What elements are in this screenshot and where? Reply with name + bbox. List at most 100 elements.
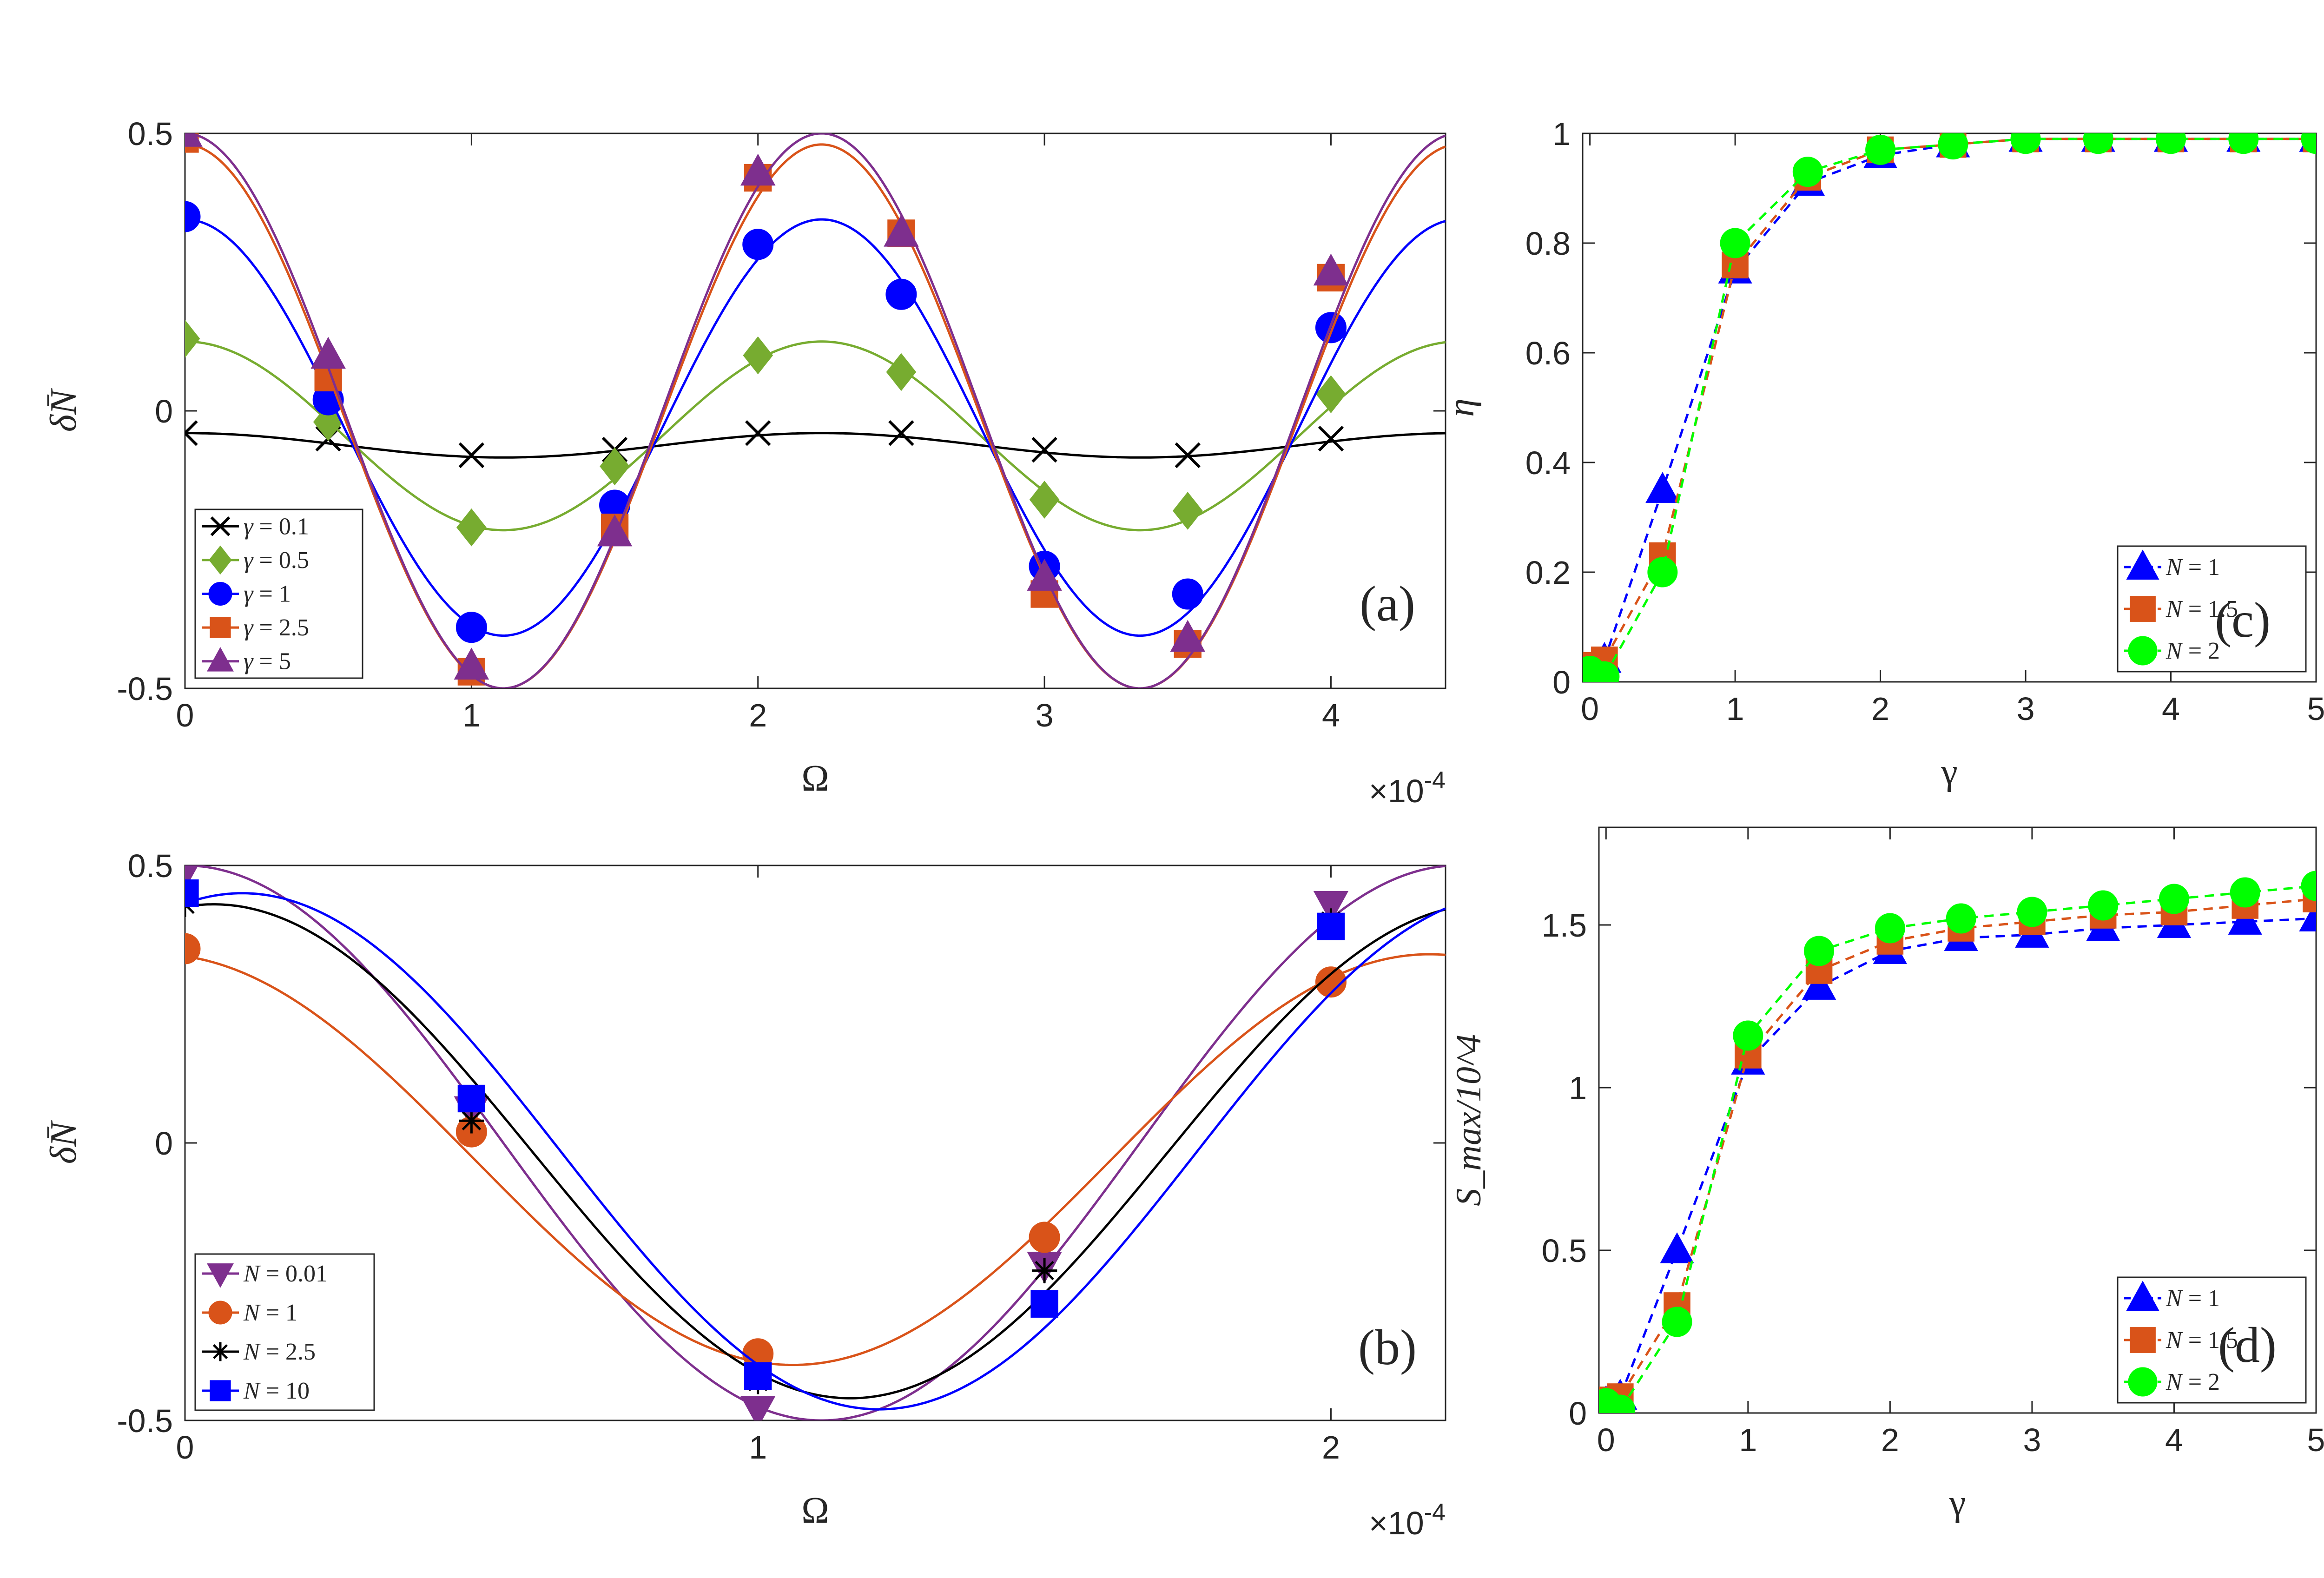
series-b-3 — [185, 879, 1446, 1411]
y-tick-label: 0 — [155, 393, 173, 429]
x-tick-label: 1 — [462, 697, 481, 733]
data-point — [885, 278, 917, 310]
x-tick-label: 1 — [1739, 1422, 1757, 1458]
y-tick-label: 0.6 — [1525, 335, 1571, 371]
series-a-4 — [185, 133, 1446, 688]
data-point — [1605, 1394, 1636, 1413]
y-tick-label: 0 — [155, 1125, 173, 1162]
panel-label: (d) — [2218, 1318, 2277, 1373]
y-axis-label: δN̄ — [43, 388, 84, 432]
y-tick-label: 0.5 — [1542, 1233, 1587, 1269]
data-point — [1647, 557, 1678, 588]
legend-label: γ = 0.5 — [244, 547, 309, 574]
legend-label: N = 1 — [2166, 554, 2220, 581]
y-tick-label: 0.2 — [1525, 555, 1571, 591]
data-point — [1875, 913, 1905, 944]
plot-area — [185, 133, 1446, 688]
data-point — [1029, 1221, 1060, 1253]
y-axis-label-text: δN̄ — [43, 388, 84, 432]
legend-label: γ = 1 — [244, 581, 291, 607]
legend: N = 0.01 N = 1 N = 2.5 N = 10 — [194, 1253, 375, 1411]
data-point — [740, 153, 776, 186]
data-point — [1733, 1020, 1763, 1051]
data-point — [742, 229, 774, 260]
x-tick-label: 0 — [176, 697, 194, 733]
y-tick-label: 0.4 — [1525, 445, 1571, 481]
legend-entry: N = 0.01 — [202, 1261, 328, 1288]
data-point — [1313, 253, 1349, 286]
x-tick-label: 1 — [1726, 691, 1744, 727]
legend-marker — [2126, 549, 2159, 580]
data-point — [1938, 133, 1968, 160]
x-tick-label: 3 — [1036, 697, 1054, 733]
x-tick-label: 5 — [2307, 1422, 2324, 1458]
legend-entry: N = 1 — [2124, 549, 2220, 581]
data-point — [743, 336, 773, 375]
data-point — [1720, 228, 1750, 258]
data-point — [459, 1108, 484, 1134]
data-point — [456, 508, 487, 547]
legend-label: N = 1 — [2166, 1285, 2220, 1312]
x-axis-label: Ω — [801, 1490, 829, 1531]
legend-label: N = 2 — [2166, 1369, 2220, 1395]
data-point — [744, 1362, 772, 1390]
legend-marker — [210, 1380, 231, 1401]
legend-marker — [2130, 1327, 2156, 1353]
data-point — [1030, 1290, 1058, 1318]
series-line — [185, 892, 1446, 1411]
data-point — [2083, 133, 2113, 154]
data-point — [1170, 620, 1206, 652]
x-tick-label: 0 — [1597, 1422, 1615, 1458]
legend-marker — [208, 1301, 232, 1325]
legend-entry: γ = 0.5 — [202, 545, 309, 575]
legend-entry: N = 2.5 — [202, 1339, 316, 1365]
y-axis-label: δN̄ — [43, 1120, 84, 1164]
series-line — [185, 133, 1446, 688]
data-point — [1029, 481, 1060, 519]
legend-marker — [207, 1263, 234, 1288]
data-point — [456, 612, 487, 643]
series-line — [185, 340, 1446, 532]
x-tick-label: 2 — [1881, 1422, 1899, 1458]
data-point — [1027, 559, 1062, 591]
x-tick-label: 5 — [2307, 691, 2324, 727]
data-point — [1318, 425, 1344, 452]
y-tick-label: 0 — [1569, 1395, 1587, 1432]
data-point — [1792, 157, 1823, 187]
x-axis-label: γ — [1949, 1483, 1966, 1524]
legend-marker — [2128, 636, 2158, 666]
panel-c: 0 1 2 3 4 5 0 0.2 0.4 0.6 0.8 1 γ η N = 1 N = 1.5 N = 2(… — [1441, 116, 2324, 792]
x-multiplier: ×10-4 — [1369, 767, 1446, 809]
panel-label: (a) — [1360, 576, 1415, 632]
series-line — [185, 903, 1446, 1400]
x-tick-label: 3 — [2017, 691, 2035, 727]
data-point — [185, 879, 199, 907]
data-point — [2301, 871, 2316, 901]
data-point — [600, 447, 630, 486]
x-tick-label: 2 — [1871, 691, 1889, 727]
data-point — [740, 1396, 776, 1420]
y-axis-label: S_max/10^4 — [1449, 1034, 1488, 1206]
x-tick-label: 1 — [749, 1429, 767, 1466]
series-d-2 — [1599, 871, 2316, 1413]
x-tick-label: 0 — [1581, 691, 1599, 727]
data-point — [888, 420, 914, 446]
x-tick-label: 4 — [2165, 1422, 2183, 1458]
series-line — [185, 432, 1446, 459]
data-point — [1865, 134, 1896, 165]
legend-entry: γ = 2.5 — [202, 614, 309, 641]
legend: N = 1 N = 1.5 N = 2 — [2117, 1276, 2307, 1404]
legend-entry: N = 1 — [202, 1300, 297, 1326]
series-c-2 — [1583, 133, 2316, 682]
legend-label: γ = 2.5 — [244, 614, 309, 641]
x-multiplier: ×10-4 — [1369, 1499, 1446, 1541]
y-tick-label: 0.5 — [128, 116, 173, 152]
y-tick-label: 1.5 — [1542, 907, 1587, 944]
data-point — [1946, 903, 1976, 934]
data-point — [185, 319, 200, 358]
legend-marker — [211, 1342, 230, 1361]
legend-label: N = 1 — [243, 1300, 297, 1326]
y-tick-label: 0.8 — [1525, 225, 1571, 262]
panel-label: (c) — [2215, 593, 2271, 648]
